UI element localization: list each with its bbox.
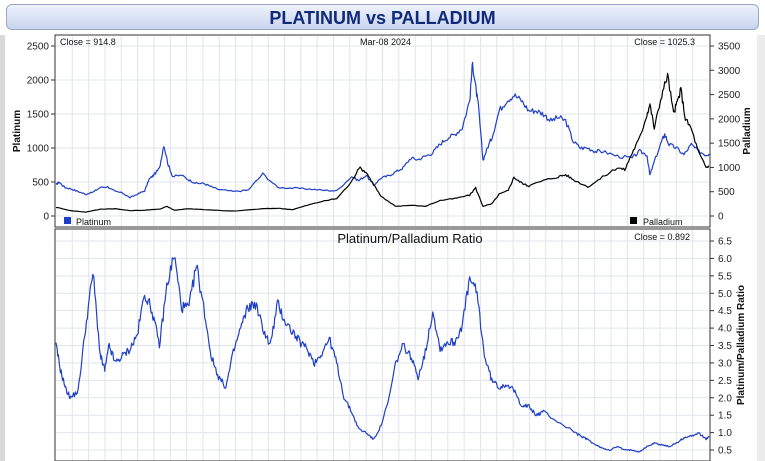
ratio-close-label: Close = 0.892 — [634, 232, 690, 242]
palladium-tick-label: 2500 — [718, 90, 741, 101]
palladium-legend-label: Palladium — [643, 217, 683, 227]
palladium-tick-label: 500 — [718, 187, 735, 198]
palladium-axis-title: Palladium — [742, 107, 753, 154]
ratio-tick-label: 3.0 — [718, 358, 732, 369]
ratio-series — [55, 257, 710, 453]
palladium-tick-label: 3500 — [718, 42, 741, 53]
ratio-panel-title: Platinum/Palladium Ratio — [337, 231, 482, 246]
palladium-legend-swatch — [630, 217, 637, 224]
ratio-tick-label: 4.5 — [718, 306, 732, 317]
palladium-tick-label: 0 — [718, 212, 724, 223]
date-label: Mar-08 2024 — [360, 37, 411, 47]
ratio-panel: 0.51.01.52.02.53.03.54.04.55.05.56.06.5 … — [54, 228, 747, 461]
ratio-tick-label: 1.0 — [718, 428, 732, 439]
series-line-ratio — [55, 257, 710, 453]
platinum-legend-swatch — [64, 217, 71, 224]
price-panel-frame — [54, 34, 711, 228]
ratio-tick-label: 3.5 — [718, 341, 732, 352]
ratio-tick-label: 2.5 — [718, 376, 732, 387]
palladium-tick-label: 3000 — [718, 66, 741, 77]
platinum-tick-label: 2500 — [27, 42, 50, 53]
ratio-tick-label: 0.5 — [718, 446, 732, 457]
palladium-tick-label: 1500 — [718, 139, 741, 150]
platinum-tick-label: 2000 — [27, 76, 50, 87]
ratio-tick-label: 6.5 — [718, 237, 732, 248]
chart-title: PLATINUM vs PALLADIUM — [269, 8, 496, 28]
left-gutter — [0, 35, 5, 461]
platinum-tick-label: 0 — [43, 212, 49, 223]
ratio-panel-grid — [56, 230, 709, 461]
platinum-axis-title: Platinum — [12, 110, 23, 152]
ratio-tick-label: 6.0 — [718, 254, 732, 265]
palladium-axis-ticks: 0 500 1000 1500 2000 2500 3000 3500 — [710, 42, 741, 223]
ratio-tick-label: 2.0 — [718, 393, 732, 404]
ratio-tick-label: 4.0 — [718, 324, 732, 335]
ratio-tick-label: 1.5 — [718, 411, 732, 422]
platinum-axis-ticks: 0 500 1000 1500 2000 2500 — [27, 42, 55, 223]
right-gutter — [757, 35, 765, 461]
ratio-axis-title: Platinum/Palladium Ratio — [736, 285, 747, 405]
platinum-tick-label: 1000 — [27, 144, 50, 155]
palladium-close-label: Close = 1025.3 — [634, 37, 695, 47]
price-series — [55, 61, 710, 213]
series-line-palladium — [55, 72, 710, 213]
palladium-tick-label: 1000 — [718, 163, 741, 174]
chart-title-banner: PLATINUM vs PALLADIUM — [6, 4, 759, 30]
series-line-platinum — [55, 61, 710, 199]
platinum-tick-label: 500 — [32, 178, 49, 189]
ratio-panel-frame — [54, 228, 711, 461]
platinum-close-label: Close = 914.8 — [60, 37, 116, 47]
ratio-tick-label: 5.0 — [718, 289, 732, 300]
ratio-tick-label: 5.5 — [718, 271, 732, 282]
platinum-tick-label: 1500 — [27, 110, 50, 121]
price-panel: 0 500 1000 1500 2000 2500 0 500 1000 1500 2000 250… — [12, 34, 753, 228]
price-panel-grid — [56, 36, 709, 226]
platinum-legend-label: Platinum — [76, 217, 111, 227]
ratio-axis-ticks: 0.5 1.0 1.5 2.0 2.5 3.0 3.5 4.0 4.5 5.0 5.5 6.0 6.5 — [710, 237, 732, 457]
palladium-tick-label: 2000 — [718, 114, 741, 125]
